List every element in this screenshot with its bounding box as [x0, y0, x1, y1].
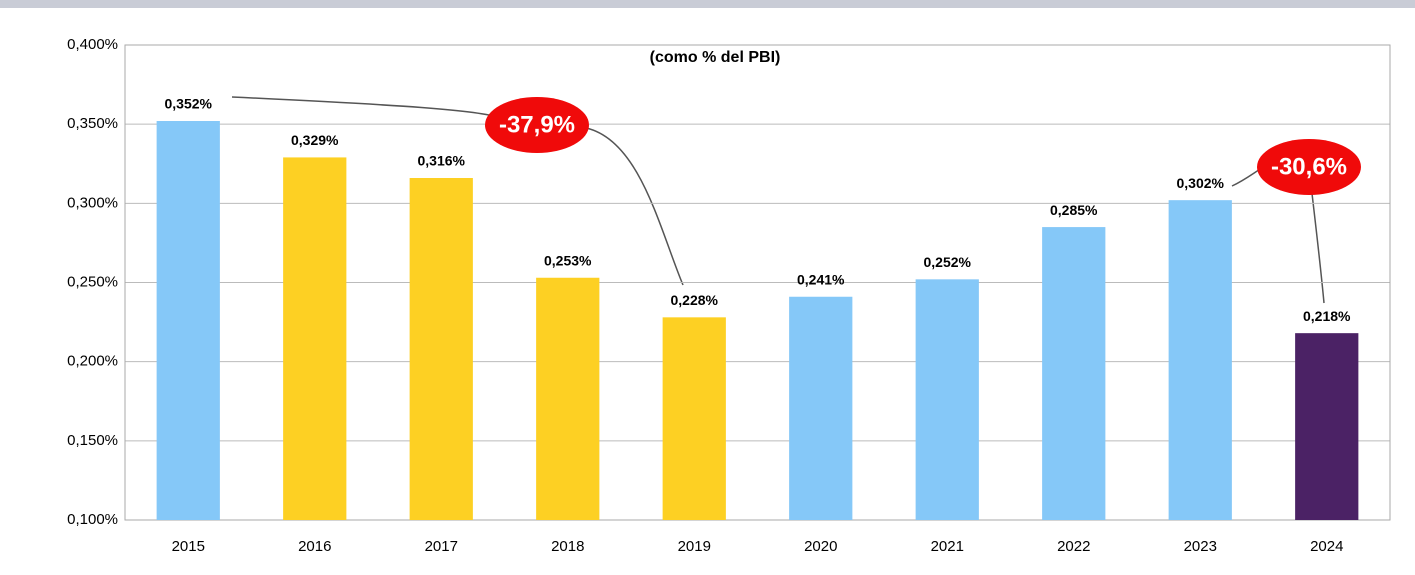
data-label: 0,252%	[924, 254, 972, 270]
data-label: 0,241%	[797, 271, 845, 287]
bar	[1295, 333, 1359, 520]
annotation-bubble	[1257, 139, 1361, 195]
data-label: 0,285%	[1050, 202, 1098, 218]
bar	[1042, 227, 1106, 521]
y-tick-label: 0,100%	[67, 511, 118, 528]
x-tick-label: 2018	[551, 538, 584, 555]
y-tick-label: 0,400%	[67, 36, 118, 53]
x-tick-label: 2019	[678, 538, 711, 555]
chart-title: (como % del PBI)	[650, 49, 781, 66]
y-tick-label: 0,350%	[67, 115, 118, 132]
bar	[1168, 200, 1232, 520]
annotation: -30,6%	[1271, 153, 1347, 180]
connector	[585, 127, 684, 286]
x-tick-label: 2015	[172, 538, 205, 555]
y-tick-label: 0,300%	[67, 194, 118, 211]
bar	[789, 296, 853, 520]
top-band	[0, 0, 1415, 8]
connector	[1309, 175, 1325, 304]
data-label: 0,302%	[1177, 175, 1225, 191]
bar	[662, 317, 726, 520]
data-label: 0,228%	[671, 292, 719, 308]
x-tick-label: 2023	[1184, 538, 1217, 555]
bar	[915, 279, 979, 520]
x-tick-label: 2021	[931, 538, 964, 555]
bar	[156, 121, 220, 520]
data-label: 0,218%	[1303, 308, 1351, 324]
data-label: 0,253%	[544, 252, 592, 268]
annotation: -37,9%	[499, 111, 575, 138]
connector	[231, 96, 501, 119]
x-tick-label: 2024	[1310, 538, 1343, 555]
x-tick-label: 2016	[298, 538, 331, 555]
data-label: 0,316%	[418, 153, 466, 169]
y-tick-label: 0,150%	[67, 432, 118, 449]
y-tick-label: 0,200%	[67, 353, 118, 370]
data-label: 0,352%	[165, 96, 213, 112]
x-tick-label: 2020	[804, 538, 837, 555]
annotation-bubble	[485, 97, 589, 153]
x-tick-label: 2017	[425, 538, 458, 555]
bar	[536, 277, 600, 520]
plot-border	[124, 44, 1391, 521]
data-label: 0,329%	[291, 132, 339, 148]
bar	[409, 178, 473, 520]
y-tick-label: 0,250%	[67, 273, 118, 290]
bar	[283, 157, 347, 520]
x-tick-label: 2022	[1057, 538, 1090, 555]
